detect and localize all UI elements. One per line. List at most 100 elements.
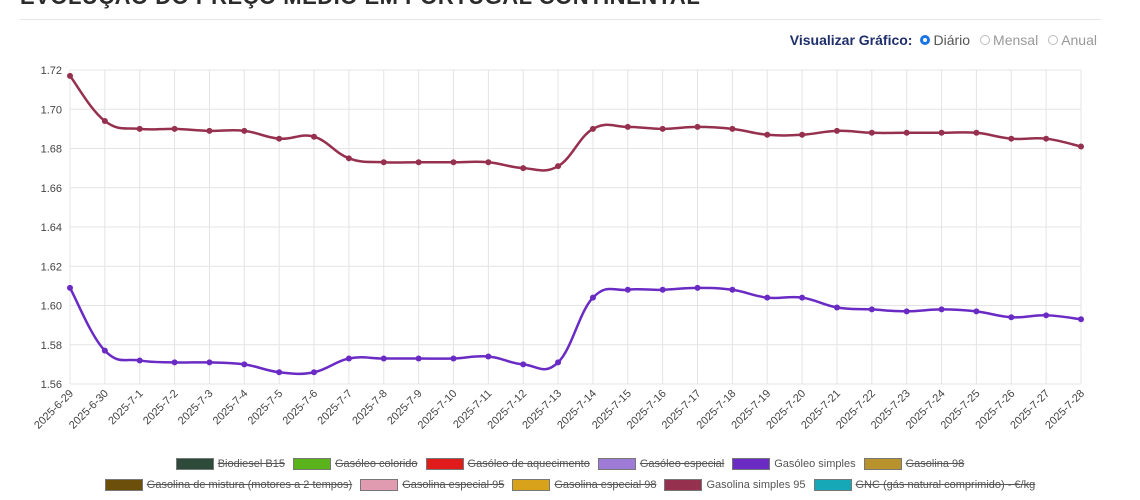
legend-item[interactable]: GNC (gás natural comprimido) - €/kg <box>813 477 1036 493</box>
data-point <box>171 125 178 132</box>
legend-item[interactable]: Gasóleo especial <box>597 456 725 472</box>
data-point <box>624 286 631 293</box>
view-option-yearly[interactable]: Anual <box>1048 32 1097 48</box>
data-point <box>380 355 387 362</box>
data-point <box>485 353 492 360</box>
legend-row: Gasolina de mistura (motores a 2 tempos)… <box>0 477 1140 493</box>
legend-item[interactable]: Gasolina de mistura (motores a 2 tempos) <box>104 477 353 493</box>
data-point <box>1078 316 1084 323</box>
data-point <box>799 294 806 301</box>
y-tick-label: 1.64 <box>41 222 62 234</box>
legend-swatch-icon <box>813 479 852 491</box>
legend-swatch-icon <box>360 479 399 491</box>
data-point <box>241 127 248 134</box>
radio-unchecked-icon[interactable] <box>980 35 991 45</box>
legend-swatch-icon <box>425 458 464 470</box>
radio-unchecked-icon[interactable] <box>1048 35 1059 45</box>
view-option-daily[interactable]: Diário <box>920 32 970 48</box>
x-tick-label: 2025-7-3 <box>176 388 216 428</box>
legend-swatch-icon <box>512 479 551 491</box>
legend-label: GNC (gás natural comprimido) - €/kg <box>855 479 1036 491</box>
series-line <box>68 286 1082 376</box>
data-point <box>589 294 596 301</box>
data-point <box>764 294 771 301</box>
view-option-monthly[interactable]: Mensal <box>980 32 1038 48</box>
legend-item[interactable]: Biodiesel B15 <box>175 456 285 472</box>
data-point <box>276 135 283 142</box>
data-point <box>903 308 910 315</box>
data-point <box>694 123 701 130</box>
legend-swatch-icon <box>175 458 214 470</box>
legend-label: Gasolina 98 <box>905 458 965 470</box>
y-tick-label: 1.68 <box>41 144 62 156</box>
data-point <box>276 369 283 376</box>
series-line <box>69 75 1082 172</box>
data-point <box>868 306 875 313</box>
data-point <box>67 72 73 79</box>
legend-item[interactable]: Gasolina especial 98 <box>512 477 656 493</box>
data-point <box>485 159 492 166</box>
y-tick-label: 1.60 <box>41 301 62 313</box>
view-option-label: Mensal <box>993 32 1039 48</box>
view-selector: Visualizar Gráfico: Diário Mensal Anual <box>790 32 1103 48</box>
data-point <box>973 308 980 315</box>
y-tick-label: 1.62 <box>41 261 62 273</box>
legend-item[interactable]: Gasóleo de aquecimento <box>425 456 590 472</box>
legend-swatch-icon <box>863 458 902 470</box>
data-point <box>659 286 666 293</box>
legend-label: Gasolina simples 95 <box>706 479 806 491</box>
data-point <box>520 361 527 368</box>
legend-label: Gasóleo especial <box>639 458 725 470</box>
y-tick-label: 1.70 <box>41 104 62 116</box>
data-point <box>868 129 875 136</box>
legend-label: Gasóleo simples <box>774 458 856 470</box>
data-point <box>833 127 840 134</box>
y-tick-label: 1.72 <box>41 65 62 77</box>
data-point <box>659 125 666 132</box>
legend-swatch-icon <box>664 479 703 491</box>
x-tick-label: 2025-7-7 <box>315 388 355 428</box>
data-point <box>206 127 213 134</box>
data-point <box>589 125 596 132</box>
data-point <box>171 359 178 366</box>
legend-item[interactable]: Gasolina simples 95 <box>664 477 806 493</box>
legend-swatch-icon <box>732 458 771 470</box>
data-point <box>241 361 248 368</box>
data-point <box>415 159 422 166</box>
legend-item[interactable]: Gasóleo simples <box>732 456 856 472</box>
legend-item[interactable]: Gasóleo colorido <box>292 456 418 472</box>
y-tick-label: 1.56 <box>41 379 62 391</box>
data-point <box>938 306 945 313</box>
data-point <box>729 286 736 293</box>
data-point <box>311 133 318 140</box>
page-title: EVOLUÇÃO DO PREÇO MÉDIO EM PORTUGAL CONT… <box>20 0 700 10</box>
legend-label: Biodiesel B15 <box>217 458 285 470</box>
data-point <box>555 359 562 366</box>
legend-label: Gasolina de mistura (motores a 2 tempos) <box>146 479 353 491</box>
data-point <box>624 123 631 130</box>
data-point <box>520 165 527 172</box>
data-point <box>1078 143 1084 150</box>
data-point <box>450 159 457 166</box>
legend-label: Gasolina especial 95 <box>402 479 505 491</box>
legend-label: Gasóleo colorido <box>334 458 418 470</box>
title-divider <box>20 19 1101 20</box>
legend-item[interactable]: Gasolina especial 95 <box>360 477 504 493</box>
data-point <box>1043 135 1050 142</box>
radio-checked-icon[interactable] <box>920 35 931 45</box>
legend-label: Gasóleo de aquecimento <box>467 458 590 470</box>
legend-row: Biodiesel B15 Gasóleo colorido Gasóleo de … <box>0 456 1140 472</box>
legend-item[interactable]: Gasolina 98 <box>863 456 965 472</box>
data-point <box>694 284 701 291</box>
data-point <box>380 159 387 166</box>
data-point <box>450 355 457 362</box>
data-point <box>903 129 910 136</box>
data-point <box>206 359 213 366</box>
data-point <box>555 163 562 170</box>
y-tick-label: 1.66 <box>41 183 62 195</box>
legend-swatch-icon <box>104 479 143 491</box>
data-point <box>1008 314 1015 321</box>
x-tick-label: 2025-7-6 <box>281 388 321 428</box>
data-point <box>415 355 422 362</box>
view-label: Visualizar Gráfico: <box>789 32 913 48</box>
